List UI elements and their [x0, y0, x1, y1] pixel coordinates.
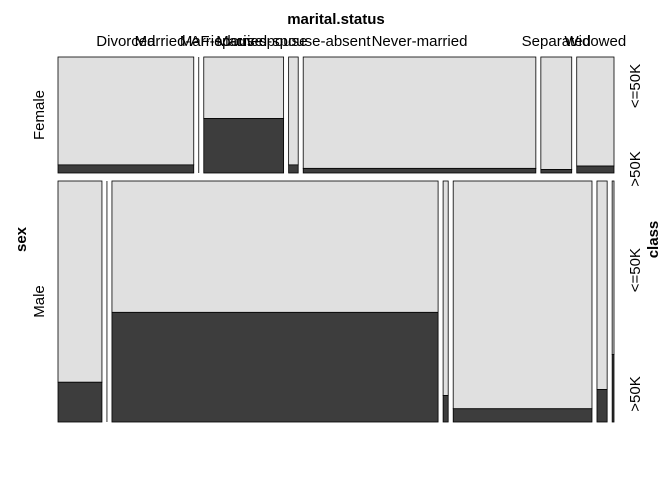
tile-female-widowed-gt50k [577, 166, 614, 173]
x-tick-label-widowed: Widowed [565, 33, 627, 50]
tile-female-never-married-gt50k [303, 168, 536, 173]
tile-male-divorced-gt50k [58, 382, 102, 422]
tile-male-separated-le50k [597, 181, 607, 389]
tile-male-separated-gt50k [597, 389, 607, 422]
fill-tick-label-female-gt50k: >50K [627, 151, 644, 186]
x-tick-label-never-married: Never-married [372, 33, 468, 50]
tile-female-widowed-le50k [577, 57, 614, 166]
tile-female-married-spouse-absent-gt50k [289, 165, 299, 173]
tile-male-widowed-gt50k [612, 355, 614, 422]
x-tick-label-married-spouse-absent: Married-spouse-absent [216, 33, 371, 50]
tile-male-married-spouse-absent-gt50k [443, 395, 448, 422]
tile-female-married-spouse-absent-le50k [289, 57, 299, 165]
x-axis-title: marital.status [287, 11, 385, 28]
tile-female-divorced-gt50k [58, 165, 194, 173]
fill-tick-label-male-gt50k: >50K [627, 376, 644, 411]
y-tick-label-female: Female [31, 90, 48, 140]
tile-male-married-civ-spouse-le50k [112, 181, 438, 312]
tile-male-widowed-le50k [612, 181, 614, 355]
y-tick-label-male: Male [31, 285, 48, 318]
tile-male-divorced-le50k [58, 181, 102, 382]
tile-female-separated-gt50k [541, 170, 572, 173]
tile-male-never-married-le50k [453, 181, 592, 409]
tile-female-separated-le50k [541, 57, 572, 170]
tile-female-never-married-le50k [303, 57, 536, 168]
fill-tick-label-female-le50k: <=50K [627, 64, 644, 108]
y-axis-title: sex [13, 226, 30, 252]
tile-male-never-married-gt50k [453, 409, 592, 422]
mosaic-tiles [58, 57, 614, 422]
fill-tick-label-male-le50k: <=50K [627, 248, 644, 292]
tile-female-married-civ-spouse-gt50k [204, 118, 284, 173]
tile-male-married-spouse-absent-le50k [443, 181, 448, 395]
tile-male-married-civ-spouse-gt50k [112, 312, 438, 422]
tile-female-divorced-le50k [58, 57, 194, 165]
tile-female-married-civ-spouse-le50k [204, 57, 284, 118]
fill-axis-title: class [645, 221, 662, 259]
